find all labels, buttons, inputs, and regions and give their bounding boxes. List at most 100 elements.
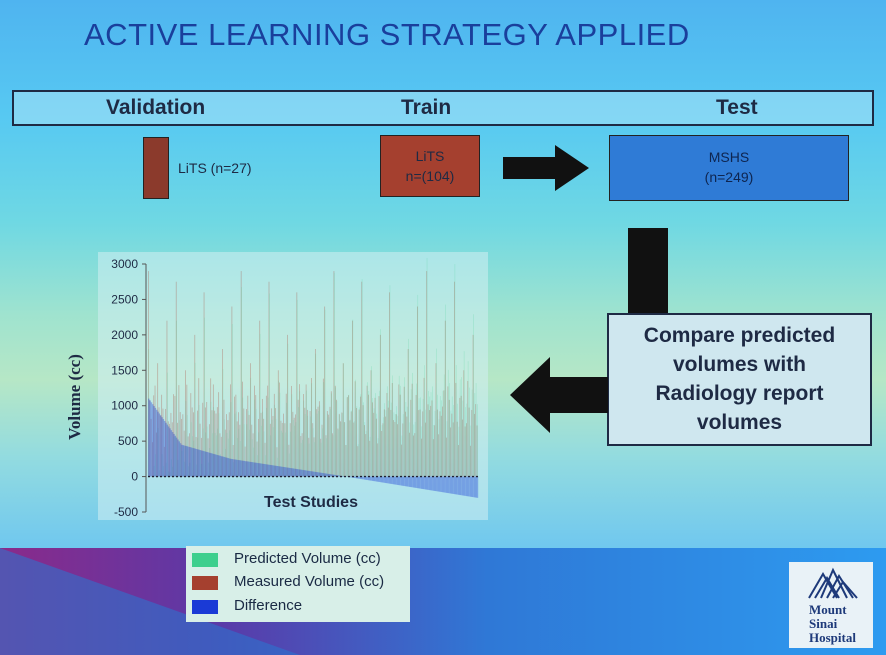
difference-bar: [301, 469, 304, 477]
measured-bar: [430, 405, 432, 477]
measured-bar: [354, 381, 356, 477]
predicted-bar: [226, 432, 228, 477]
predicted-bar: [180, 445, 181, 477]
predicted-bar: [243, 424, 245, 477]
predicted-bar: [272, 427, 274, 477]
measured-bar: [368, 394, 369, 477]
difference-bar: [230, 458, 232, 477]
difference-bar: [424, 476, 427, 490]
measured-bar: [194, 334, 196, 477]
difference-bar: [244, 461, 247, 477]
measured-bar: [459, 397, 461, 477]
predicted-bar: [353, 421, 355, 477]
difference-bar: [357, 476, 359, 479]
measured-bar: [342, 363, 344, 477]
predicted-bar: [271, 419, 273, 477]
predicted-bar: [401, 435, 403, 477]
predicted-bar: [189, 462, 191, 477]
predicted-bar: [433, 425, 434, 477]
measured-bar: [300, 435, 302, 477]
measured-bar: [166, 320, 168, 477]
measured-bar: [387, 407, 389, 477]
measured-bar: [226, 414, 227, 477]
measured-bar: [260, 412, 262, 477]
difference-bar: [459, 476, 461, 496]
measured-bar: [462, 419, 463, 477]
difference-bar: [451, 476, 454, 494]
chart-x-label: Test Studies: [264, 494, 358, 511]
measured-bar: [273, 393, 275, 477]
measured-bar: [411, 383, 413, 477]
predicted-bar: [242, 397, 244, 477]
difference-bar: [403, 476, 406, 487]
difference-bar: [455, 476, 457, 495]
difference-bar: [197, 449, 199, 477]
predicted-bar: [239, 441, 241, 477]
measured-bar: [216, 407, 218, 477]
legend-label-measured: Measured Volume (cc): [234, 573, 385, 590]
measured-bar: [440, 415, 442, 477]
measured-bar: [230, 384, 231, 477]
difference-bar: [434, 476, 436, 491]
difference-bar: [190, 447, 192, 477]
difference-bar: [427, 476, 430, 490]
difference-bar: [422, 476, 424, 490]
difference-bar: [464, 476, 467, 496]
measured-bar: [214, 410, 216, 477]
measured-bar: [320, 438, 322, 477]
measured-bar: [258, 418, 259, 477]
predicted-bar: [210, 401, 212, 477]
measured-bar: [353, 422, 355, 477]
predicted-bar: [465, 407, 466, 477]
measured-bar: [401, 444, 402, 477]
predicted-bar: [253, 447, 254, 477]
measured-bar: [432, 439, 434, 477]
measured-bar: [244, 446, 246, 477]
measured-bar: [385, 416, 387, 477]
measured-bar: [428, 410, 430, 477]
difference-bar: [211, 453, 214, 477]
predicted-bar: [227, 438, 229, 477]
difference-bar: [174, 435, 177, 477]
difference-bar: [203, 451, 206, 477]
predicted-bar: [404, 377, 405, 477]
predicted-bar: [377, 438, 379, 477]
predicted-bar: [266, 407, 268, 477]
difference-bar: [475, 476, 477, 498]
measured-bar: [417, 306, 418, 477]
measured-bar: [227, 420, 229, 477]
measured-bar: [334, 385, 336, 477]
predicted-bar: [406, 406, 408, 477]
difference-bar: [368, 476, 370, 481]
measured-bar: [470, 445, 471, 477]
measured-bar: [305, 384, 307, 477]
measured-bar: [407, 349, 409, 477]
predicted-bar: [275, 418, 277, 477]
difference-bar: [385, 476, 387, 484]
measured-bar: [187, 436, 189, 477]
measured-bar: [259, 320, 261, 477]
measured-bar: [322, 378, 324, 477]
predicted-bar: [202, 428, 204, 477]
measured-bar: [203, 292, 205, 477]
predicted-bar: [446, 421, 448, 477]
predicted-bar: [250, 377, 252, 477]
predicted-bar: [188, 466, 189, 477]
measured-bar: [448, 399, 450, 477]
measured-bar: [215, 413, 217, 477]
measured-bar: [406, 416, 408, 477]
difference-bar: [198, 449, 200, 477]
predicted-bar: [194, 362, 196, 477]
predicted-bar: [274, 404, 275, 477]
predicted-bar: [324, 309, 326, 477]
predicted-bar: [434, 410, 436, 477]
predicted-bar: [441, 400, 442, 477]
predicted-bar: [343, 363, 344, 477]
difference-bar: [318, 472, 321, 477]
measured-bar: [242, 381, 243, 477]
predicted-bar: [312, 428, 314, 477]
difference-bar: [436, 476, 439, 492]
difference-bar: [456, 476, 459, 495]
difference-bar: [242, 460, 244, 477]
difference-bar: [308, 470, 310, 477]
